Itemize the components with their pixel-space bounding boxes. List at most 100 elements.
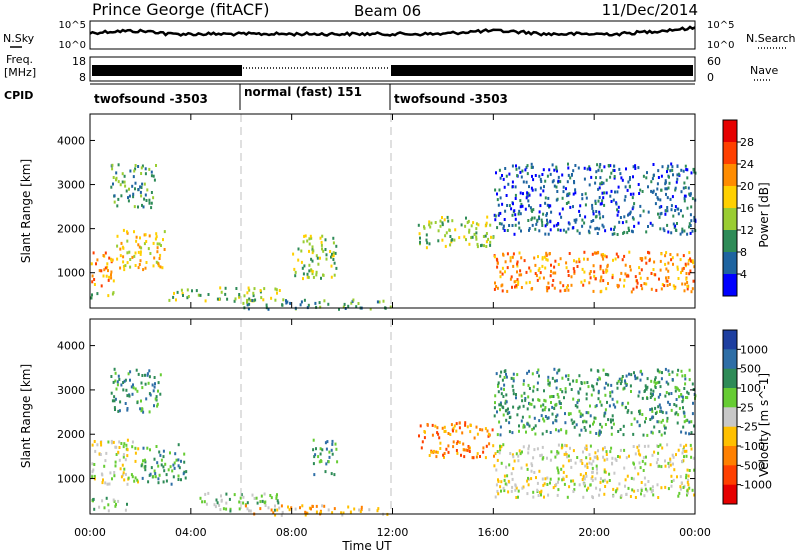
- freq-label-2: [MHz]: [4, 66, 36, 79]
- colorbar-tick-label: 8: [740, 246, 747, 259]
- colorbar-tick-label: 12: [740, 224, 754, 237]
- freq-left-tick-bottom: 8: [79, 71, 86, 84]
- cpid-panel: CPID twofsound -3503 normal (fast) 151 t…: [4, 83, 695, 110]
- colorbar-swatch: [723, 426, 737, 447]
- velocity-echo-region-4: [91, 496, 128, 513]
- power-echo-region-11: [493, 162, 697, 236]
- y-tick-label: 1000: [57, 473, 85, 486]
- freq-panel: Freq. [MHz] 18 8 60 0 Nave: [4, 53, 778, 84]
- power-colorbar: 28 24 20 16 12 8 4: [722, 119, 754, 297]
- y-tick-label: 1000: [57, 267, 85, 280]
- velocity-echo-region-9: [493, 443, 696, 500]
- colorbar-tick-label: 25: [740, 401, 754, 414]
- power-echo-region-7: [292, 234, 338, 281]
- x-axis-ticks: 00:00 04:00 08:00 12:00 16:00 20:00 00:00: [74, 114, 711, 539]
- power-colorbar-title: Power [dB]: [757, 182, 771, 247]
- velocity-colorbar-title: Velocity [m s^-1]: [757, 373, 771, 477]
- velocity-ylabel: Slant Range [km]: [19, 364, 33, 468]
- power-echo-region-1: [90, 251, 115, 288]
- y-tick-label: 2000: [57, 223, 85, 236]
- power-y-ticks: 1000 2000 3000 4000: [57, 134, 695, 280]
- velocity-colorbar: 1000 500 100 25 -25 -100 -500 -1000: [722, 329, 772, 505]
- colorbar-tick-label: 500: [740, 363, 761, 376]
- velocity-echo-region-1: [91, 438, 140, 486]
- sky-noise-trace: [89, 25, 696, 38]
- colorbar-tick-label: -25: [740, 421, 758, 434]
- colorbar-swatch: [723, 349, 737, 370]
- sky-panel-frame: [89, 20, 696, 50]
- colorbar-frame: [722, 329, 738, 505]
- y-tick-label: 3000: [57, 384, 85, 397]
- x-tick-label: 16:00: [477, 526, 509, 539]
- x-tick-label: 00:00: [74, 526, 106, 539]
- colorbar-tick-label: -500: [740, 459, 765, 472]
- colorbar-tick-label: 24: [740, 158, 754, 171]
- colorbar-swatch: [723, 120, 737, 143]
- power-panel-frame: [89, 113, 696, 309]
- sky-right-tick-top: 10^5: [707, 20, 734, 31]
- power-echo-region-6: [204, 286, 281, 303]
- velocity-echo-region-8: [418, 421, 495, 460]
- colorbar-swatch: [723, 388, 737, 408]
- power-panel: 1000 2000 3000 4000 Slant Range [km]: [19, 113, 697, 311]
- power-echo-region-2: [116, 228, 166, 272]
- colorbar-swatch: [723, 252, 737, 275]
- colorbar-swatch: [723, 484, 737, 505]
- velocity-echo-region-5: [199, 491, 280, 513]
- velocity-echo-region-7: [244, 504, 389, 517]
- colorbar-swatch: [723, 164, 737, 187]
- power-echo-region-3: [110, 163, 157, 210]
- x-tick-label: 00:00: [679, 526, 711, 539]
- date-label: 11/Dec/2014: [602, 1, 698, 19]
- cpid-segment-1: twofsound -3503: [94, 92, 208, 106]
- sky-right-label: N.Search: [746, 32, 796, 45]
- colorbar-tick-label: -1000: [740, 479, 772, 492]
- power-echo-region-8: [242, 298, 392, 311]
- nave-label: Nave: [750, 64, 778, 77]
- power-echo-region-9: [417, 215, 495, 250]
- cpid-label: CPID: [4, 89, 33, 102]
- velocity-echo-region-6: [312, 438, 339, 477]
- colorbar-swatch: [723, 407, 737, 428]
- x-tick-label: 08:00: [276, 526, 308, 539]
- freq-right-tick-top: 60: [707, 55, 721, 68]
- sky-panel: N.Sky 10^5 10^0 10^5 10^0 N.Search: [3, 20, 796, 51]
- cpid-segment-2: normal (fast) 151: [244, 85, 362, 99]
- power-echo-region-4: [90, 291, 115, 300]
- colorbar-swatch: [723, 186, 737, 209]
- beam-label: Beam 06: [354, 2, 421, 20]
- freq-band-left: [92, 65, 242, 76]
- power-ylabel: Slant Range [km]: [19, 159, 33, 263]
- y-tick-label: 3000: [57, 179, 85, 192]
- colorbar-swatch: [723, 274, 737, 297]
- sky-left-tick-bottom: 10^0: [59, 40, 86, 51]
- freq-label-1: Freq.: [6, 53, 33, 66]
- velocity-data-layer: [91, 367, 697, 517]
- colorbar-tick-label: 100: [740, 382, 761, 395]
- y-tick-label: 4000: [57, 340, 85, 353]
- y-tick-label: 4000: [57, 134, 85, 147]
- freq-band-right: [391, 65, 693, 76]
- colorbar-swatch: [723, 142, 737, 165]
- station-title: Prince George (fitACF): [92, 0, 270, 19]
- colorbar-tick-label: 20: [740, 180, 754, 193]
- sky-left-label: N.Sky: [3, 32, 35, 45]
- colorbar-swatch: [723, 330, 737, 350]
- colorbar-tick-label: -100: [740, 440, 765, 453]
- sky-right-tick-bottom: 10^0: [707, 40, 734, 51]
- cpid-segment-3: twofsound -3503: [394, 92, 508, 106]
- sky-left-tick-top: 10^5: [59, 20, 86, 31]
- colorbar-swatch: [723, 208, 737, 231]
- colorbar-tick-label: 28: [740, 136, 754, 149]
- velocity-echo-region-3: [110, 367, 162, 414]
- velocity-echo-region-10: [493, 367, 697, 437]
- velocity-y-ticks: 1000 2000 3000 4000: [57, 340, 695, 486]
- power-echo-region-10: [493, 250, 696, 294]
- colorbar-tick-label: 4: [740, 268, 747, 281]
- freq-right-tick-bottom: 0: [707, 71, 714, 84]
- power-echo-region-5: [168, 288, 202, 302]
- colorbar-swatch: [723, 465, 737, 486]
- colorbar-tick-label: 16: [740, 202, 754, 215]
- velocity-panel: 1000 2000 3000 4000 Slant Range [km]: [19, 318, 697, 517]
